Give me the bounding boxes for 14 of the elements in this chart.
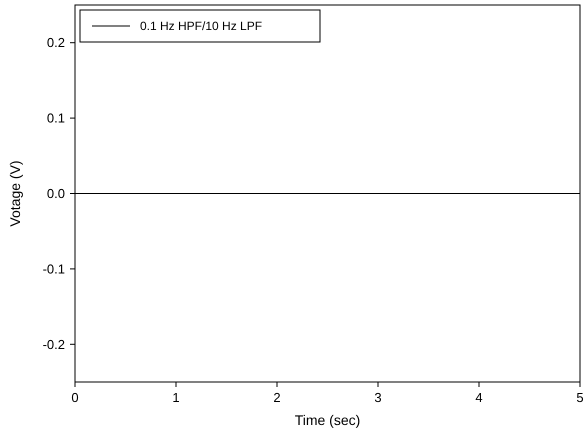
- x-tick-label: 0: [71, 390, 79, 405]
- y-tick-label: -0.2: [42, 336, 65, 352]
- x-tick-label: 4: [475, 390, 483, 405]
- y-axis-title: Votage (V): [7, 160, 23, 227]
- y-tick-label: 0.0: [46, 186, 65, 201]
- y-tick-label: 0.1: [46, 110, 65, 126]
- legend-label: 0.1 Hz HPF/10 Hz LPF: [140, 19, 262, 33]
- x-tick-label: 3: [374, 390, 382, 405]
- y-tick-label: -0.1: [42, 261, 65, 276]
- x-axis-title: Time (sec): [294, 412, 360, 428]
- y-tick-label: 0.2: [46, 35, 65, 50]
- x-tick-label: 5: [576, 390, 584, 405]
- x-tick-label: 1: [172, 390, 180, 405]
- x-tick-label: 2: [273, 390, 281, 405]
